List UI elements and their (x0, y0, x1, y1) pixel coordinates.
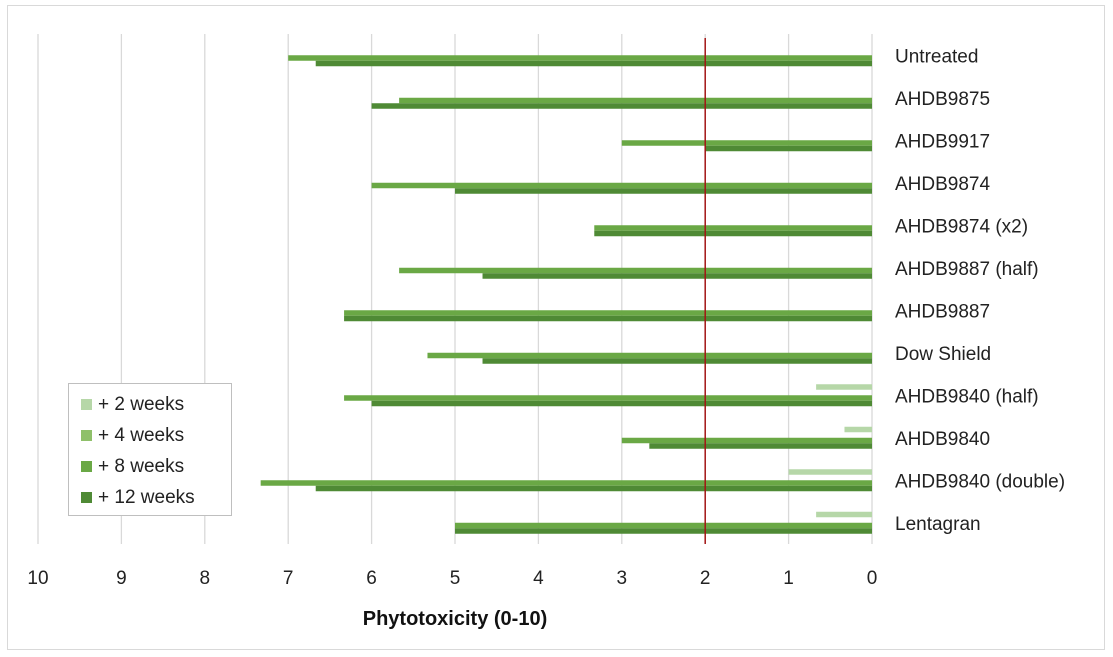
legend-swatch (81, 430, 92, 441)
bar (455, 528, 872, 534)
tick-label: 3 (617, 568, 628, 589)
category-label: Dow Shield (895, 344, 991, 365)
legend-swatch (81, 399, 92, 410)
bar (594, 225, 872, 231)
tick-label: 2 (700, 568, 711, 589)
bar (315, 60, 872, 67)
category-label: AHDB9874 (895, 174, 990, 195)
category-labels: Untreated AHDB9875 AHDB9917 AHDB9874 AHDB987… (895, 46, 1065, 535)
category-label: AHDB9840 (half) (895, 386, 1039, 407)
tick-label: 6 (366, 568, 377, 589)
bar (371, 400, 872, 407)
bar (788, 469, 872, 475)
legend-swatch (81, 492, 92, 503)
bar (816, 384, 872, 390)
category-label: AHDB9917 (895, 131, 990, 152)
legend-item: + 2 weeks (81, 389, 231, 420)
legend-label: + 8 weeks (98, 455, 185, 477)
category-label: AHDB9840 (895, 429, 990, 450)
category-label: AHDB9874 (x2) (895, 216, 1028, 237)
bar (399, 267, 872, 274)
bar (455, 522, 872, 529)
legend-item: + 4 weeks (81, 420, 231, 451)
bar (288, 55, 872, 61)
legend-item: + 12 weeks (81, 482, 231, 513)
bar (371, 103, 872, 109)
category-label: AHDB9875 (895, 89, 990, 110)
bar (344, 315, 872, 322)
bar (482, 273, 872, 279)
category-label: AHDB9840 (double) (895, 471, 1065, 492)
bar (427, 352, 872, 359)
bar (816, 511, 872, 518)
tick-label: 9 (116, 568, 127, 589)
gridlines (37, 34, 873, 544)
bar (371, 182, 872, 189)
bar (621, 437, 872, 444)
bar (399, 97, 872, 104)
chart-frame (7, 5, 1105, 650)
tick-label: 10 (27, 568, 48, 589)
category-label: AHDB9887 (half) (895, 259, 1039, 280)
x-axis-title: Phytotoxicity (0-10) (363, 608, 547, 630)
bar (705, 145, 872, 152)
bar (260, 480, 873, 486)
tick-label: 8 (200, 568, 211, 589)
category-label: Untreated (895, 46, 978, 67)
bar (482, 358, 872, 364)
tick-label: 4 (533, 568, 544, 589)
bar (649, 443, 872, 449)
bar (594, 230, 872, 237)
legend: + 2 weeks + 4 weeks + 8 weeks + 12 weeks (68, 383, 232, 516)
tick-label: 0 (867, 568, 878, 589)
bar (844, 426, 872, 433)
bar (621, 140, 872, 146)
tick-label: 7 (283, 568, 294, 589)
tick-label: 1 (783, 568, 794, 589)
category-label: Lentagran (895, 514, 981, 535)
legend-label: + 12 weeks (98, 486, 195, 508)
tick-labels: 10 9 8 7 6 5 4 3 2 1 0 (27, 568, 877, 589)
legend-label: + 4 weeks (98, 424, 185, 446)
bar (455, 188, 872, 194)
legend-label: + 2 weeks (98, 393, 185, 415)
bar (344, 395, 872, 401)
bars (260, 55, 873, 534)
tick-label: 5 (450, 568, 461, 589)
legend-item: + 8 weeks (81, 451, 231, 482)
legend-swatch (81, 461, 92, 472)
bar (344, 310, 872, 316)
category-label: AHDB9887 (895, 301, 990, 322)
bar (315, 485, 872, 492)
